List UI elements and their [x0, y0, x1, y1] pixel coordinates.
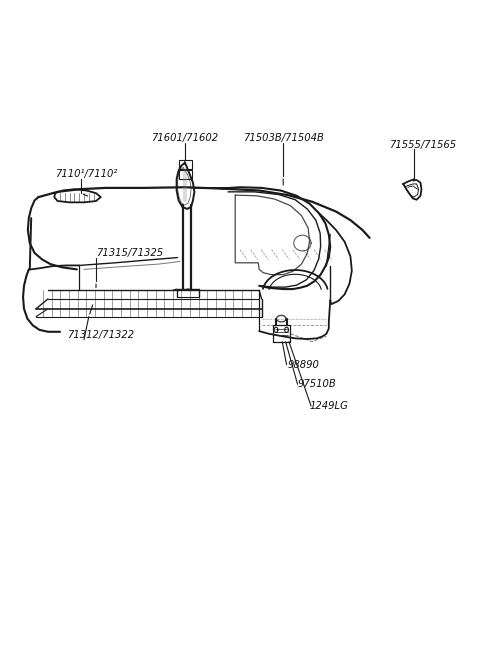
- Text: 71315/71325: 71315/71325: [96, 248, 163, 258]
- Text: 98890: 98890: [288, 359, 320, 370]
- FancyBboxPatch shape: [179, 160, 192, 169]
- FancyBboxPatch shape: [179, 170, 192, 179]
- Text: 71312/71322: 71312/71322: [67, 330, 134, 340]
- Text: 71503B/71504B: 71503B/71504B: [243, 133, 324, 143]
- Text: 1249LG: 1249LG: [310, 401, 348, 411]
- Text: 71555/71565: 71555/71565: [389, 139, 456, 150]
- Text: 97510B: 97510B: [298, 379, 336, 390]
- Text: 7110¹/7110²: 7110¹/7110²: [55, 169, 118, 179]
- Text: 71601/71602: 71601/71602: [151, 133, 218, 143]
